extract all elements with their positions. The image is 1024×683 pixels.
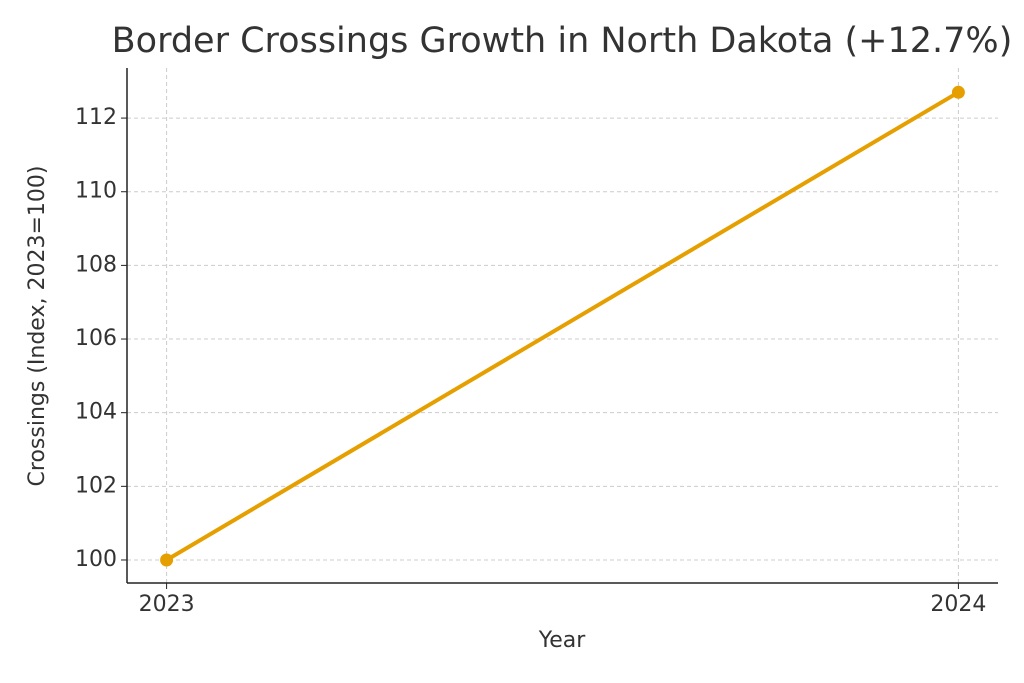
- x-tick-label: 2024: [930, 592, 986, 617]
- x-axis-label: Year: [538, 628, 587, 653]
- y-tick-label: 110: [75, 179, 117, 204]
- y-tick-label: 106: [75, 326, 117, 351]
- y-axis-label: Crossings (Index, 2023=100): [25, 166, 50, 487]
- point: [951, 85, 965, 99]
- y-tick-label: 108: [75, 252, 117, 277]
- x-tick-label: 2023: [139, 592, 195, 617]
- y-tick-label: 102: [75, 473, 117, 498]
- point: [160, 553, 174, 567]
- y-tick-label: 104: [75, 400, 117, 425]
- y-tick-label: 100: [75, 547, 117, 572]
- chart-title: Border Crossings Growth in North Dakota …: [112, 21, 1013, 61]
- line: [165, 90, 960, 562]
- y-tick-label: 112: [75, 105, 117, 130]
